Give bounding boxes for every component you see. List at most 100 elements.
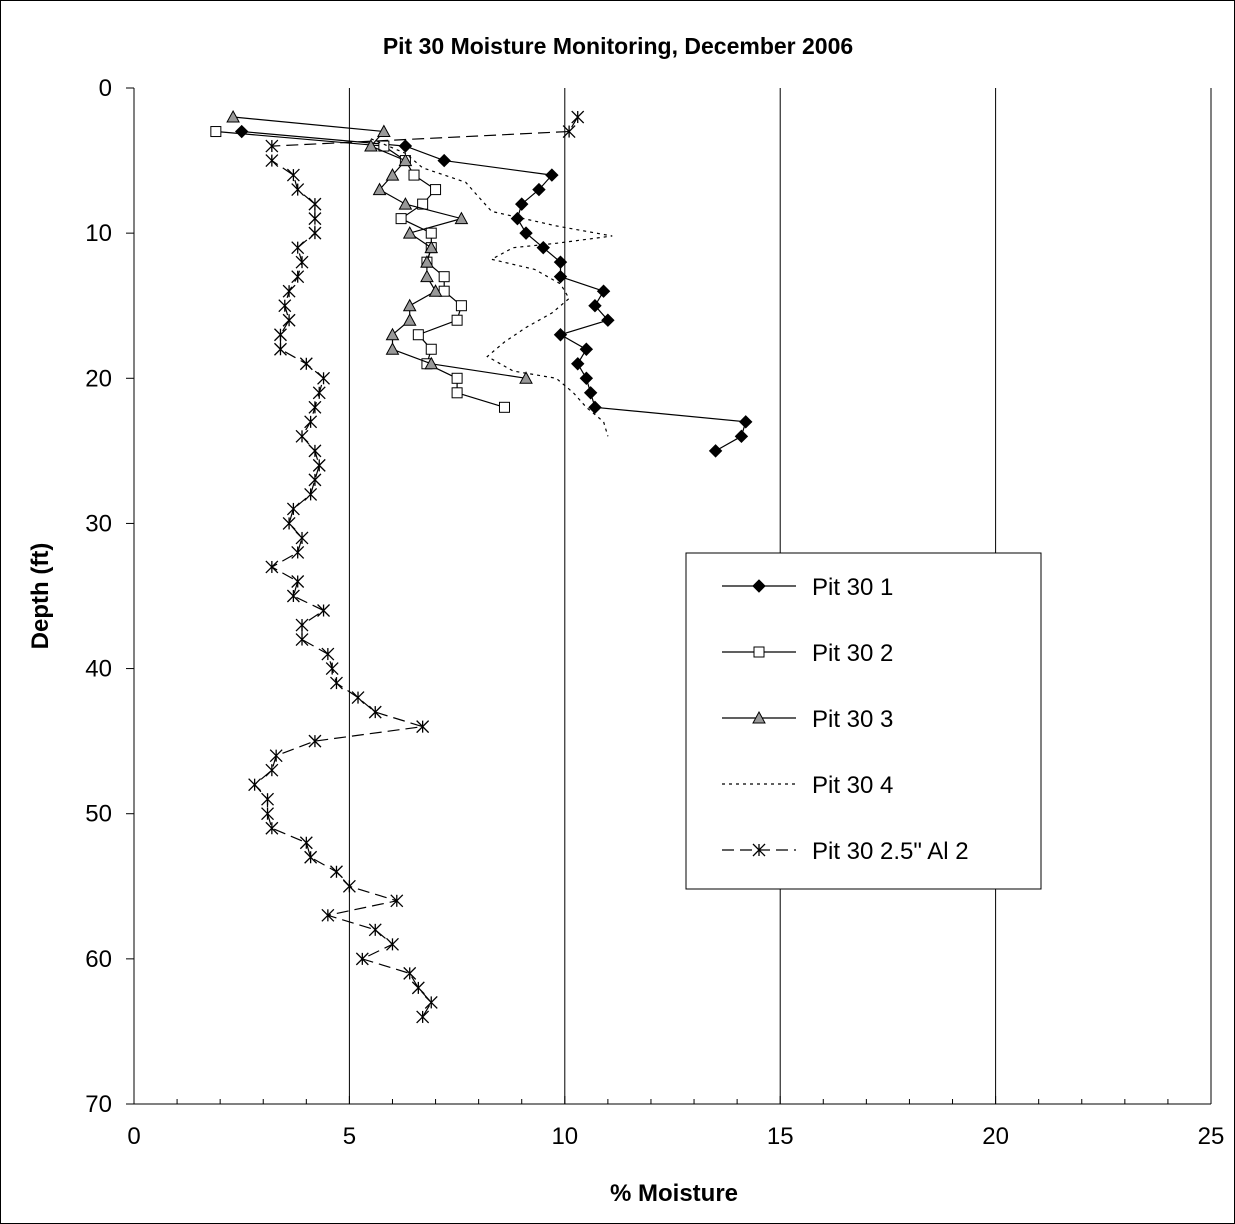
series-1-point-1 <box>234 124 249 139</box>
series-5-point-30 <box>295 531 309 545</box>
series-3-point-15 <box>402 313 417 326</box>
series-4 <box>370 138 613 437</box>
series-5-point-40 <box>330 676 343 690</box>
series-5-point-56 <box>321 908 335 922</box>
series-5-point-1 <box>571 110 585 124</box>
series-2-point-1 <box>210 126 222 138</box>
series-5-point-3 <box>265 139 279 153</box>
series-5-point-45 <box>269 749 283 763</box>
series-1-point-3 <box>437 153 451 168</box>
series-3-point-6 <box>372 182 387 196</box>
series-5-point-43 <box>416 720 430 734</box>
legend-item-4: Pit 30 4 <box>722 772 893 799</box>
series-1-point-8 <box>519 226 533 240</box>
chart-title: Pit 30 Moisture Monitoring, December 200… <box>383 33 853 59</box>
series-3-point-13 <box>428 284 443 297</box>
series-5-point-53 <box>330 865 343 879</box>
series-3-point-16 <box>385 327 400 341</box>
series-1-point-4 <box>545 168 559 182</box>
plot-area <box>210 109 753 1024</box>
series-5-point-23 <box>295 429 309 443</box>
legend: Pit 30 1 Pit 30 2 Pit 30 3 Pit 30 4 Pit 30 2… <box>685 552 1042 890</box>
series-5-point-47 <box>248 778 262 792</box>
series-3-point-2 <box>377 124 391 138</box>
series-3-point-10 <box>424 240 439 254</box>
legend-label-2: Pit 30 2 <box>812 640 893 667</box>
y-tick-label-50: 50 <box>85 801 112 828</box>
x-tick-label-5: 5 <box>343 1123 356 1150</box>
series-5-point-15 <box>282 313 296 327</box>
series-5-point-16 <box>274 328 287 342</box>
series-1-point-16 <box>579 342 594 356</box>
grid <box>348 88 1212 1104</box>
series-5-point-7 <box>308 197 322 211</box>
series-1-point-10 <box>553 255 568 269</box>
series-5-point-39 <box>325 662 339 676</box>
series-2-line <box>215 130 505 408</box>
y-tick-label-40: 40 <box>85 656 112 683</box>
legend-swatch-marker-3 <box>752 710 766 724</box>
series-5-point-41 <box>351 691 365 705</box>
series-2-point-13 <box>455 300 467 312</box>
series-5-point-19 <box>317 371 331 385</box>
series-5-point-54 <box>342 879 356 893</box>
series-1-point-5 <box>532 182 546 197</box>
series-5-point-12 <box>291 270 305 284</box>
series-1-point-20 <box>588 400 602 415</box>
series-5-point-13 <box>282 284 296 298</box>
series-1-point-15 <box>553 328 568 342</box>
legend-label-1: Pit 30 1 <box>812 574 893 601</box>
series-1-line <box>241 130 747 452</box>
series-5-point-50 <box>265 821 279 835</box>
legend-swatch-marker-2 <box>753 646 765 658</box>
legend-label-4: Pit 30 4 <box>812 772 893 799</box>
series-5-point-20 <box>312 386 326 400</box>
series-5-point-36 <box>295 618 309 632</box>
y-tick-label-60: 60 <box>85 946 112 973</box>
x-axis-label: % Moisture <box>610 1180 738 1207</box>
series-5-point-48 <box>261 792 275 806</box>
x-tick-label-15: 15 <box>767 1123 794 1150</box>
series-3-point-17 <box>385 342 400 355</box>
legend-swatch-marker-1 <box>752 579 766 593</box>
series-2-point-19 <box>451 387 463 399</box>
series-2-point-4 <box>408 169 420 181</box>
series-5-point-33 <box>291 575 305 588</box>
series-5-point-25 <box>312 458 326 472</box>
series-5-point-59 <box>355 952 369 966</box>
series-5-point-11 <box>295 255 309 269</box>
tick-labels: 0 10 20 30 40 50 60 70 0 5 10 15 20 25 <box>85 75 1224 1150</box>
series-3-point-5 <box>385 168 400 181</box>
x-tick-label-10: 10 <box>551 1123 578 1150</box>
series-2-point-20 <box>498 401 510 413</box>
legend-item-1: Pit 30 1 <box>722 574 893 601</box>
series-3 <box>226 109 533 384</box>
series-5-point-60 <box>403 966 417 980</box>
series-3-point-9 <box>402 226 417 239</box>
series-5-point-17 <box>274 342 287 356</box>
series-5-point-46 <box>265 763 279 777</box>
series-5-point-61 <box>411 981 425 995</box>
series-5-point-14 <box>278 299 292 313</box>
x-tick-label-20: 20 <box>982 1123 1009 1150</box>
series-5-point-49 <box>261 807 275 821</box>
series-5-point-29 <box>282 516 296 530</box>
series-5-point-24 <box>308 444 322 458</box>
series-5-point-57 <box>368 923 382 937</box>
series-5-point-42 <box>368 705 382 719</box>
legend-label-5: Pit 30 2.5" Al 2 <box>812 838 969 865</box>
series-5 <box>248 110 585 1024</box>
y-tick-label-30: 30 <box>85 510 112 537</box>
legend-box <box>685 552 1042 890</box>
y-tick-label-20: 20 <box>85 365 112 392</box>
legend-item-2: Pit 30 2 <box>722 640 893 667</box>
series-5-point-38 <box>321 647 335 661</box>
series-4-line <box>370 138 613 437</box>
series-2-point-15 <box>412 329 424 341</box>
series-3-point-14 <box>402 298 417 312</box>
series-5-point-18 <box>299 357 313 371</box>
series-1-point-2 <box>398 139 413 153</box>
series-1-point-23 <box>708 444 723 458</box>
series-1-point-21 <box>739 415 753 429</box>
series-5-point-37 <box>295 633 309 647</box>
